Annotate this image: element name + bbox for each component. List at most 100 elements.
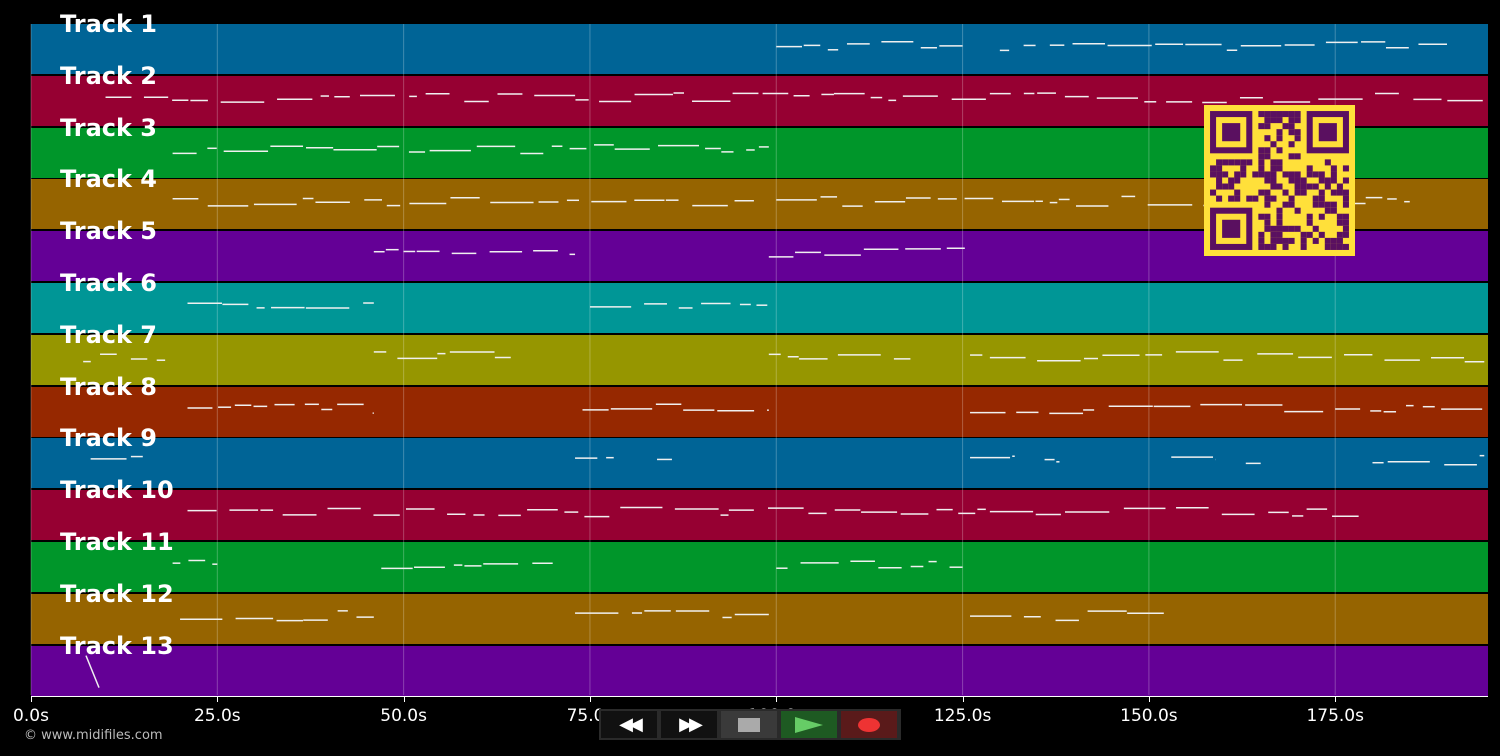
qr-module <box>1258 243 1265 250</box>
qr-module <box>1222 123 1241 142</box>
track-label: Track 1 <box>60 10 158 38</box>
qr-module <box>1330 207 1337 214</box>
qr-module <box>1216 171 1223 178</box>
qr-module <box>1228 159 1235 166</box>
track-label: Track 11 <box>60 528 174 556</box>
record-button[interactable] <box>839 709 899 740</box>
qr-module <box>1336 243 1343 250</box>
fast-forward-button[interactable]: ▶▶ <box>659 709 719 740</box>
qr-module <box>1228 177 1235 184</box>
qr-module <box>1270 177 1277 184</box>
qr-module <box>1252 195 1259 202</box>
qr-module <box>1306 183 1313 190</box>
qr-module <box>1282 123 1289 130</box>
qr-module <box>1294 111 1301 118</box>
qr-module <box>1342 189 1349 196</box>
fast-forward-icon: ▶▶ <box>679 714 703 735</box>
qr-module <box>1264 201 1271 208</box>
time-tick-mark <box>403 696 405 702</box>
qr-module <box>1240 165 1247 172</box>
time-axis-line <box>31 696 1488 697</box>
qr-module <box>1276 207 1283 214</box>
qr-module <box>1288 111 1295 118</box>
qr-module <box>1276 183 1283 190</box>
qr-module <box>1324 159 1331 166</box>
track-label: Track 5 <box>60 217 158 246</box>
stop-button[interactable] <box>719 709 779 740</box>
qr-module <box>1342 213 1349 220</box>
qr-module <box>1336 189 1343 196</box>
time-tick-mark <box>31 696 32 702</box>
qr-module <box>1276 147 1283 154</box>
qr-module <box>1210 165 1217 172</box>
qr-module <box>1288 237 1295 244</box>
qr-module <box>1336 219 1343 226</box>
qr-module <box>1300 177 1307 184</box>
qr-module <box>1288 201 1295 208</box>
track-lane <box>31 24 1488 74</box>
qr-module <box>1240 159 1247 166</box>
rewind-button[interactable]: ◀◀ <box>599 709 659 740</box>
track-lane <box>31 386 1488 437</box>
qr-module <box>1294 225 1301 232</box>
qr-module <box>1294 153 1301 160</box>
qr-module <box>1258 123 1265 130</box>
track-label: Track 12 <box>60 579 174 608</box>
qr-module <box>1270 243 1277 250</box>
track-lane <box>31 593 1488 644</box>
track-label: Track 9 <box>60 424 158 453</box>
copyright-text: © www.midifiles.com <box>24 728 163 743</box>
time-tick-label: 150.0s <box>1120 706 1178 726</box>
qr-module <box>1288 171 1295 178</box>
qr-module <box>1228 195 1235 202</box>
qr-module <box>1294 183 1301 190</box>
qr-module <box>1318 123 1337 142</box>
time-tick-label: 125.0s <box>933 706 992 726</box>
qr-module <box>1258 147 1265 154</box>
qr-module <box>1300 243 1307 250</box>
qr-module <box>1258 153 1265 160</box>
qr-module <box>1264 189 1271 196</box>
qr-module <box>1288 123 1295 130</box>
time-tick-mark <box>776 696 778 702</box>
play-icon <box>795 716 823 733</box>
qr-module <box>1306 171 1313 178</box>
qr-module <box>1276 165 1283 172</box>
track-label: Track 8 <box>60 372 158 401</box>
track-label: Track 2 <box>60 61 158 90</box>
qr-module <box>1342 195 1349 202</box>
qr-module <box>1276 225 1283 232</box>
qr-module <box>1234 189 1241 196</box>
qr-module <box>1270 231 1277 238</box>
qr-module <box>1330 237 1337 244</box>
qr-module <box>1336 237 1343 244</box>
qr-module <box>1330 243 1337 250</box>
qr-module <box>1264 195 1271 202</box>
qr-module <box>1276 219 1283 226</box>
qr-module <box>1330 171 1337 178</box>
qr-module <box>1258 213 1265 220</box>
qr-module <box>1300 231 1307 238</box>
track-lanes: Track 1 Track 2 Track 3 Track 4 Track 5 Track… <box>31 10 1488 696</box>
play-button[interactable] <box>779 709 839 740</box>
qr-module <box>1342 165 1349 172</box>
qr-module <box>1270 117 1277 124</box>
qr-module <box>1318 171 1325 178</box>
time-tick-mark <box>1335 696 1337 702</box>
qr-module <box>1324 243 1331 250</box>
qr-module <box>1294 135 1301 142</box>
qr-module <box>1264 243 1271 250</box>
qr-module <box>1264 171 1271 178</box>
qr-module <box>1258 171 1265 178</box>
qr-module <box>1330 165 1337 172</box>
qr-module <box>1306 165 1313 172</box>
qr-module <box>1270 225 1277 232</box>
qr-module <box>1258 237 1265 244</box>
qr-module <box>1300 189 1307 196</box>
qr-module <box>1258 111 1265 118</box>
qr-module <box>1240 171 1247 178</box>
qr-module <box>1264 219 1271 226</box>
qr-module <box>1312 195 1319 202</box>
time-tick-label: 25.0s <box>193 706 241 726</box>
qr-module <box>1258 159 1265 166</box>
